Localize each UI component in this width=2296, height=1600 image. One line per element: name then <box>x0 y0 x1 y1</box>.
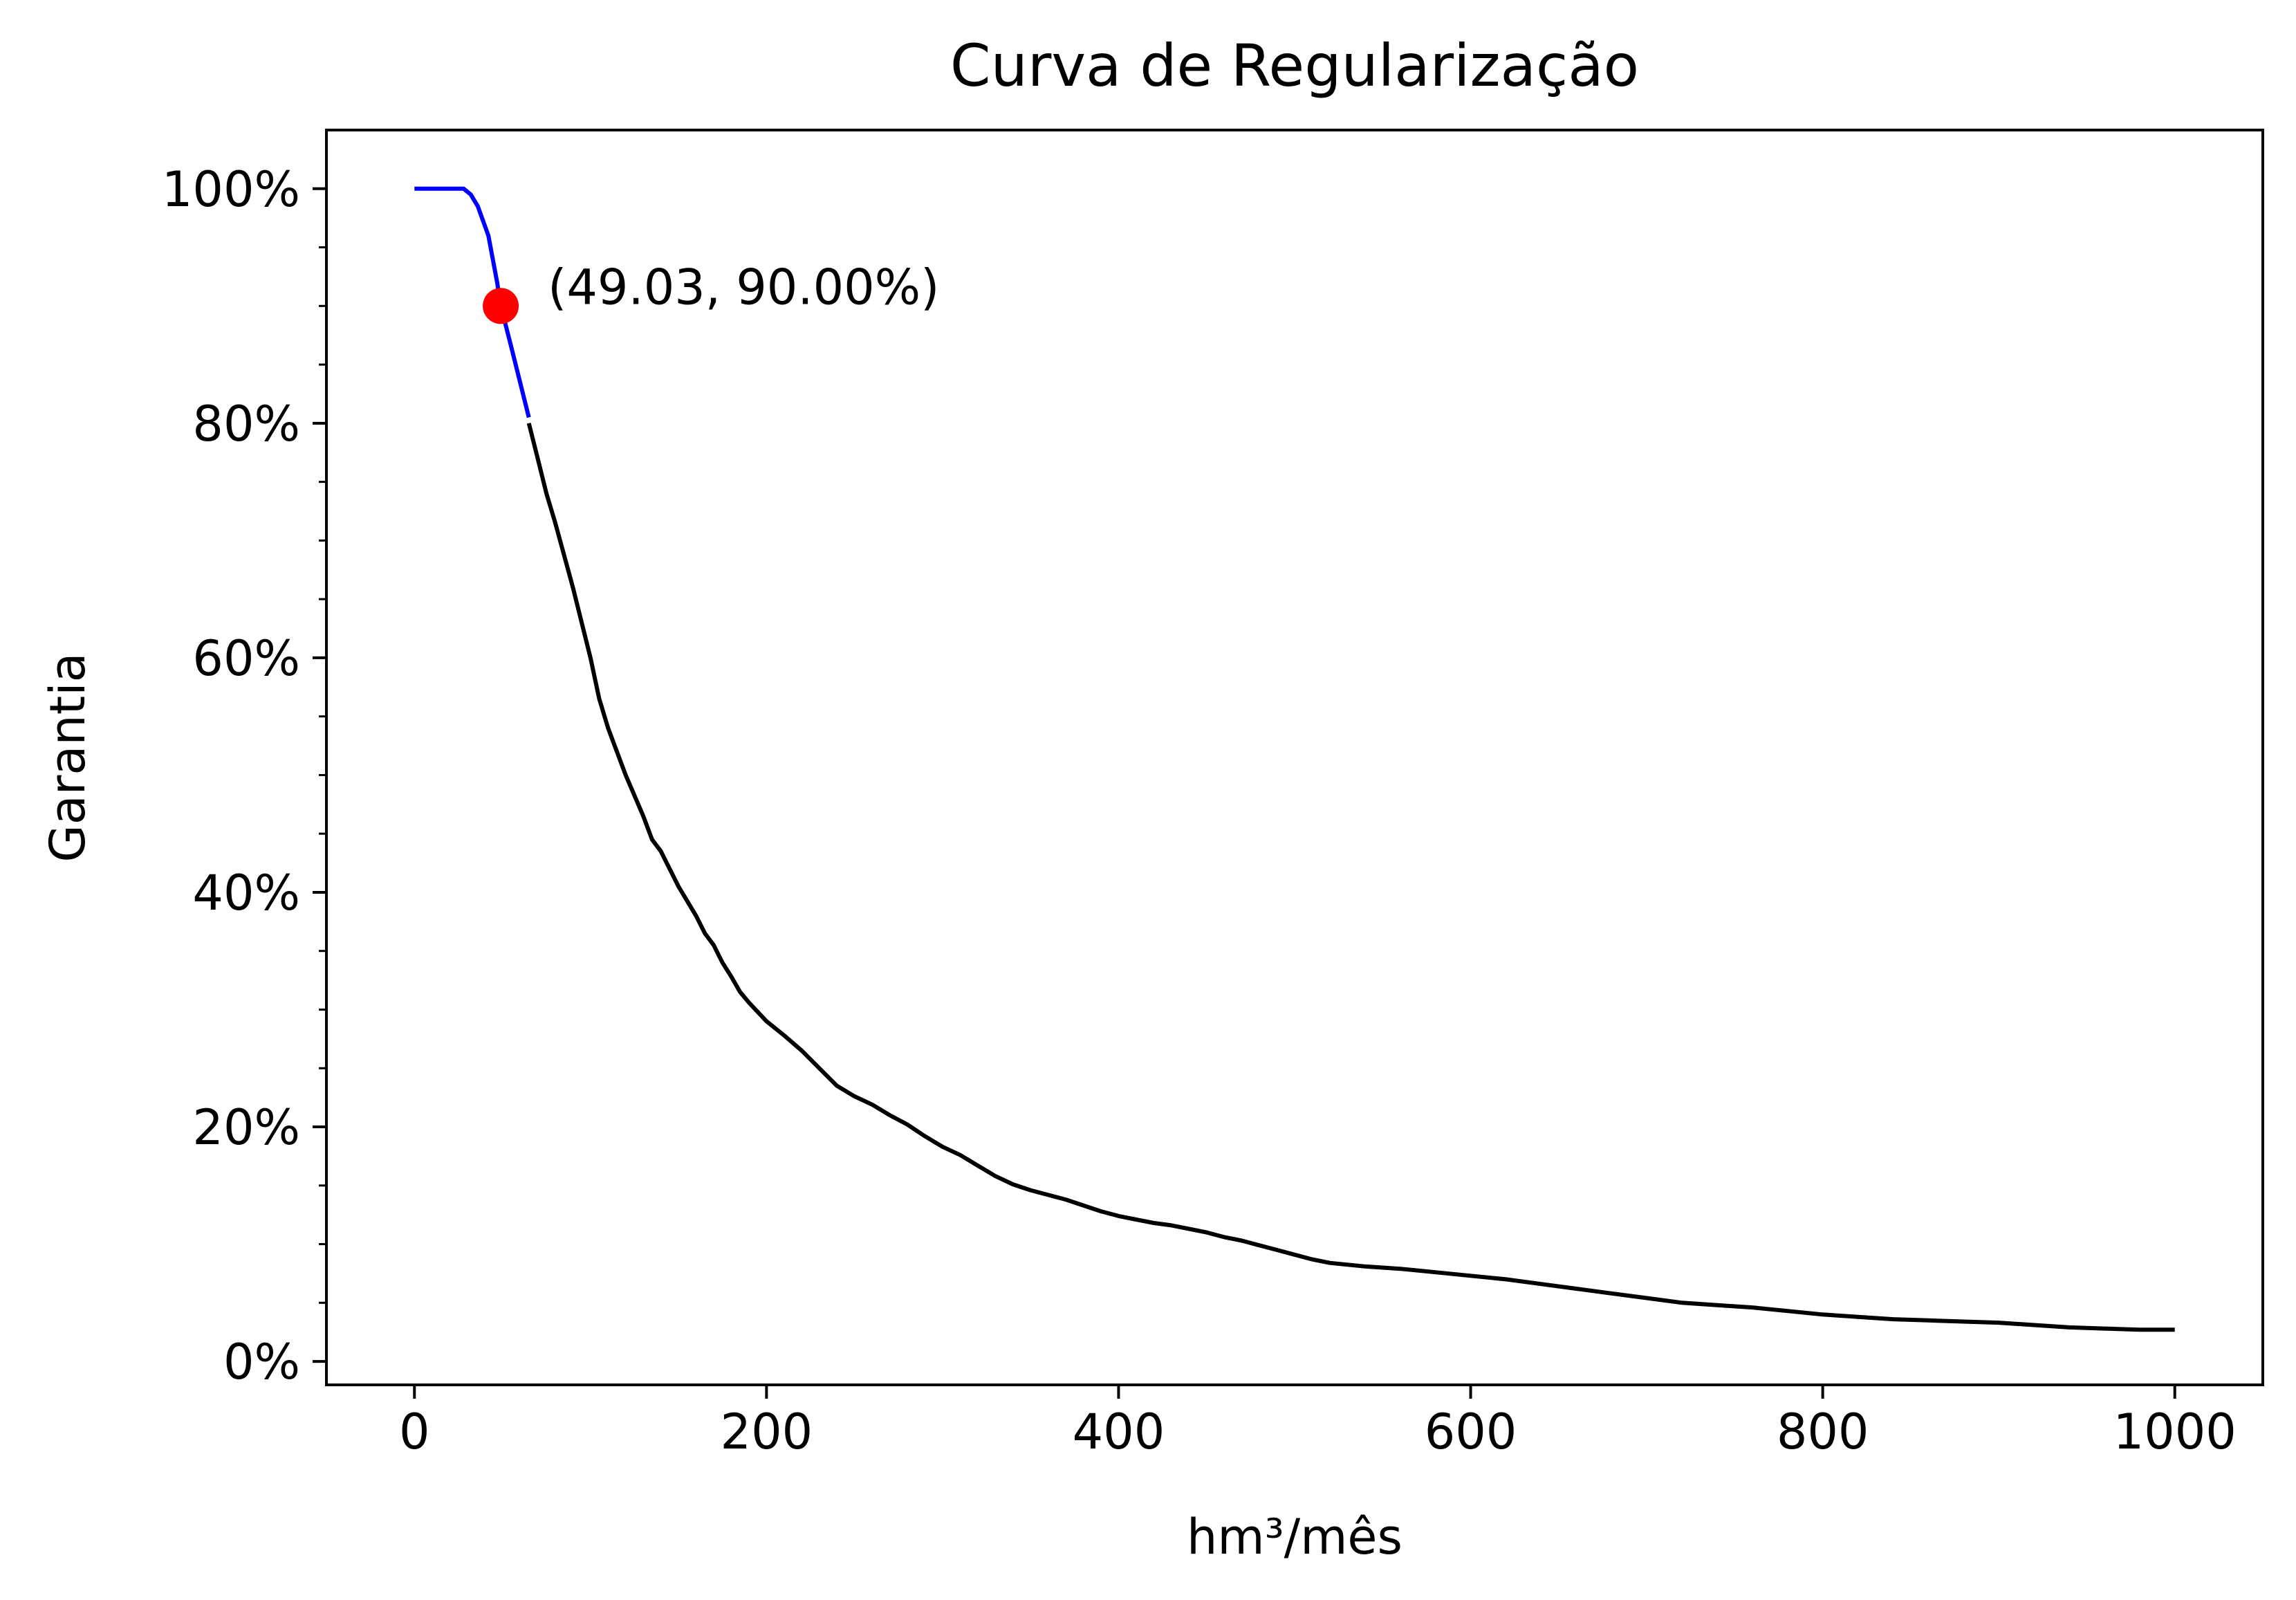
series-line-1 <box>526 423 2175 1332</box>
point-annotation: (49.03, 90.00%) <box>548 259 939 315</box>
y-tick-label: 60% <box>192 630 300 687</box>
x-tick-label: 400 <box>1073 1404 1165 1460</box>
series-line-0 <box>414 186 531 419</box>
y-tick-label: 20% <box>192 1099 300 1156</box>
x-tick-label: 200 <box>721 1404 813 1460</box>
chart-title: Curva de Regularização <box>950 32 1639 100</box>
x-tick-label: 0 <box>399 1404 430 1460</box>
highlight-point <box>483 288 519 324</box>
y-tick-label: 40% <box>192 865 300 921</box>
x-tick-label: 600 <box>1425 1404 1517 1460</box>
x-tick-label: 800 <box>1777 1404 1869 1460</box>
x-axis-label: hm³/mês <box>1187 1509 1402 1565</box>
y-tick-label: 80% <box>192 396 300 452</box>
ticks-layer: 0 200 400 600 800 1000 0% 20% 40% 60% 80% 100% <box>162 161 2237 1460</box>
y-tick-label: 0% <box>223 1334 300 1390</box>
x-tick-label: 1000 <box>2113 1404 2237 1460</box>
plot-frame <box>325 129 2264 1386</box>
series-layer <box>414 186 2175 1332</box>
y-tick-label: 100% <box>162 161 300 218</box>
y-axis-label: Garantia <box>39 653 96 863</box>
